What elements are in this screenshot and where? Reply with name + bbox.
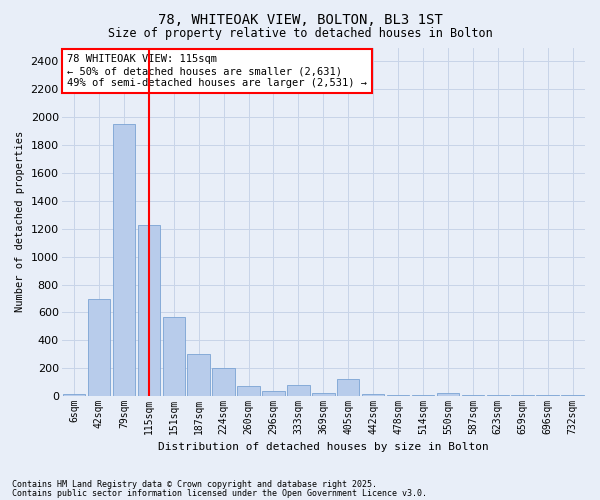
Bar xyxy=(337,380,359,396)
Bar xyxy=(63,394,85,396)
Bar xyxy=(212,368,235,396)
Text: 78 WHITEOAK VIEW: 115sqm
← 50% of detached houses are smaller (2,631)
49% of sem: 78 WHITEOAK VIEW: 115sqm ← 50% of detach… xyxy=(67,54,367,88)
Bar xyxy=(137,224,160,396)
Bar xyxy=(362,394,385,396)
Bar xyxy=(287,385,310,396)
Text: Contains HM Land Registry data © Crown copyright and database right 2025.: Contains HM Land Registry data © Crown c… xyxy=(12,480,377,489)
Bar xyxy=(437,392,459,396)
Bar xyxy=(312,394,335,396)
Bar xyxy=(187,354,210,396)
Text: 78, WHITEOAK VIEW, BOLTON, BL3 1ST: 78, WHITEOAK VIEW, BOLTON, BL3 1ST xyxy=(158,12,442,26)
Text: Contains public sector information licensed under the Open Government Licence v3: Contains public sector information licen… xyxy=(12,488,427,498)
Bar xyxy=(238,386,260,396)
Text: Size of property relative to detached houses in Bolton: Size of property relative to detached ho… xyxy=(107,28,493,40)
Bar xyxy=(163,316,185,396)
Y-axis label: Number of detached properties: Number of detached properties xyxy=(15,131,25,312)
Bar xyxy=(387,395,409,396)
X-axis label: Distribution of detached houses by size in Bolton: Distribution of detached houses by size … xyxy=(158,442,488,452)
Bar xyxy=(262,390,284,396)
Bar xyxy=(113,124,135,396)
Bar xyxy=(88,298,110,396)
